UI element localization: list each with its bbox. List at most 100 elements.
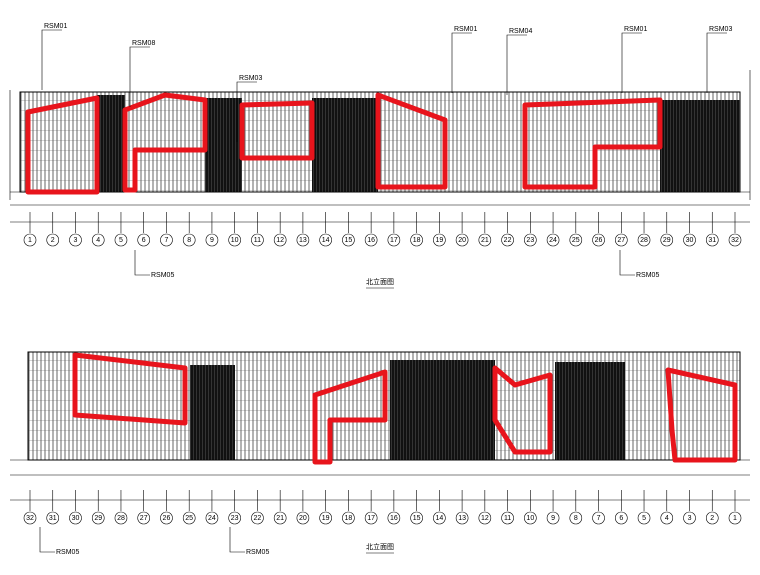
axis-bubble — [228, 233, 241, 247]
axis-label: 26 — [163, 515, 171, 522]
axis-bubble — [273, 233, 287, 247]
leader-line — [706, 32, 727, 93]
axis-bubble — [205, 233, 219, 247]
tag-label: RSM01 — [454, 26, 477, 33]
axis-label: 17 — [390, 237, 398, 244]
axis-label: 20 — [458, 237, 466, 244]
axis-label: 30 — [686, 237, 694, 244]
tag-label: RSM03 — [709, 26, 732, 33]
leader-line — [229, 527, 245, 553]
axis-label: 25 — [185, 515, 193, 522]
axis-bubble — [364, 511, 378, 525]
tag-label: RSM01 — [624, 26, 647, 33]
axis-bubble — [501, 511, 514, 525]
axis-label: 24 — [208, 515, 216, 522]
axis-label: 8 — [187, 237, 191, 244]
axis-bubble — [569, 233, 583, 247]
axis-label: 7 — [164, 237, 168, 244]
axis-label: 1 — [28, 237, 32, 244]
leader-line — [41, 29, 62, 90]
tag-label: RSM08 — [132, 40, 155, 47]
axis-bubble — [614, 233, 628, 247]
axis-label: 15 — [413, 515, 421, 522]
axis-label: 11 — [504, 515, 511, 522]
axis-bubble — [660, 233, 674, 247]
axis-label: 2 — [710, 515, 714, 522]
drawing-title: 北立面图 — [366, 542, 394, 551]
tag-label: RSM05 — [56, 549, 79, 556]
leader-line — [619, 250, 635, 276]
axis-label: 23 — [526, 237, 534, 244]
axis-label: 32 — [26, 515, 34, 522]
axis-bubble — [455, 511, 469, 525]
drawing-title: 北立面图 — [366, 277, 394, 286]
axis-bubble — [251, 511, 264, 525]
axis-label: 19 — [322, 515, 330, 522]
axis-bubble — [410, 233, 423, 247]
axis-label: 29 — [663, 237, 671, 244]
axis-label: 5 — [119, 237, 123, 244]
axis-label: 4 — [665, 515, 669, 522]
axis-bubble — [23, 511, 37, 525]
axis-bubble — [569, 511, 583, 525]
axis-bubble — [273, 511, 287, 525]
axis-bubble — [387, 233, 401, 247]
axis-bubble — [728, 511, 742, 525]
axis-label: 32 — [731, 237, 739, 244]
axis-bubble — [137, 233, 151, 247]
axis-bubble — [524, 233, 537, 247]
axis-bubble — [23, 233, 37, 247]
axis-bubble — [433, 233, 446, 247]
axis-label: 27 — [617, 237, 625, 244]
axis-label: 20 — [299, 515, 307, 522]
axis-bubble — [160, 511, 173, 525]
axis-bubble — [364, 233, 378, 247]
axis-bubble — [728, 233, 742, 247]
axis-label: 12 — [276, 237, 284, 244]
axis-label: 26 — [595, 237, 603, 244]
axis-bubble — [46, 511, 60, 525]
axis-bubble — [251, 233, 264, 247]
axis-bubble — [546, 233, 560, 247]
axis-label: 28 — [640, 237, 648, 244]
axis-label: 15 — [344, 237, 352, 244]
axis-bubble — [319, 233, 332, 247]
leader-line — [506, 34, 527, 95]
axis-bubble — [137, 511, 151, 525]
axis-bubble — [114, 233, 128, 247]
axis-bubble — [683, 233, 696, 247]
axis-bubble — [182, 233, 196, 247]
axis-bubble — [91, 233, 105, 247]
axis-bubble — [410, 511, 423, 525]
axis-bubble — [433, 511, 446, 525]
axis-bubble — [546, 511, 560, 525]
axis-bubble — [182, 511, 196, 525]
axis-label: 27 — [140, 515, 148, 522]
leader-line — [236, 81, 257, 142]
axis-label: 3 — [688, 515, 692, 522]
bottom-building — [10, 351, 750, 501]
axis-label: 17 — [367, 515, 375, 522]
axis-label: 21 — [276, 515, 284, 522]
axis-label: 25 — [572, 237, 580, 244]
axis-bubble — [46, 233, 60, 247]
axis-bubble — [160, 233, 173, 247]
axis-bubble — [69, 233, 82, 247]
axis-label: 2 — [51, 237, 55, 244]
axis-label: 30 — [72, 515, 80, 522]
axis-label: 22 — [254, 515, 262, 522]
axis-bubble — [455, 233, 469, 247]
axis-bubble — [501, 233, 514, 247]
axis-label: 4 — [96, 237, 100, 244]
axis-label: 22 — [504, 237, 512, 244]
axis-bubble — [69, 511, 82, 525]
axis-bubble — [683, 511, 696, 525]
axis-bubble — [205, 511, 219, 525]
axis-label: 24 — [549, 237, 557, 244]
top-building — [9, 70, 751, 223]
axis-label: 19 — [435, 237, 443, 244]
axis-bubble — [705, 233, 719, 247]
axis-bubble — [524, 511, 537, 525]
leader-line — [451, 32, 472, 93]
axis-label: 31 — [49, 515, 57, 522]
